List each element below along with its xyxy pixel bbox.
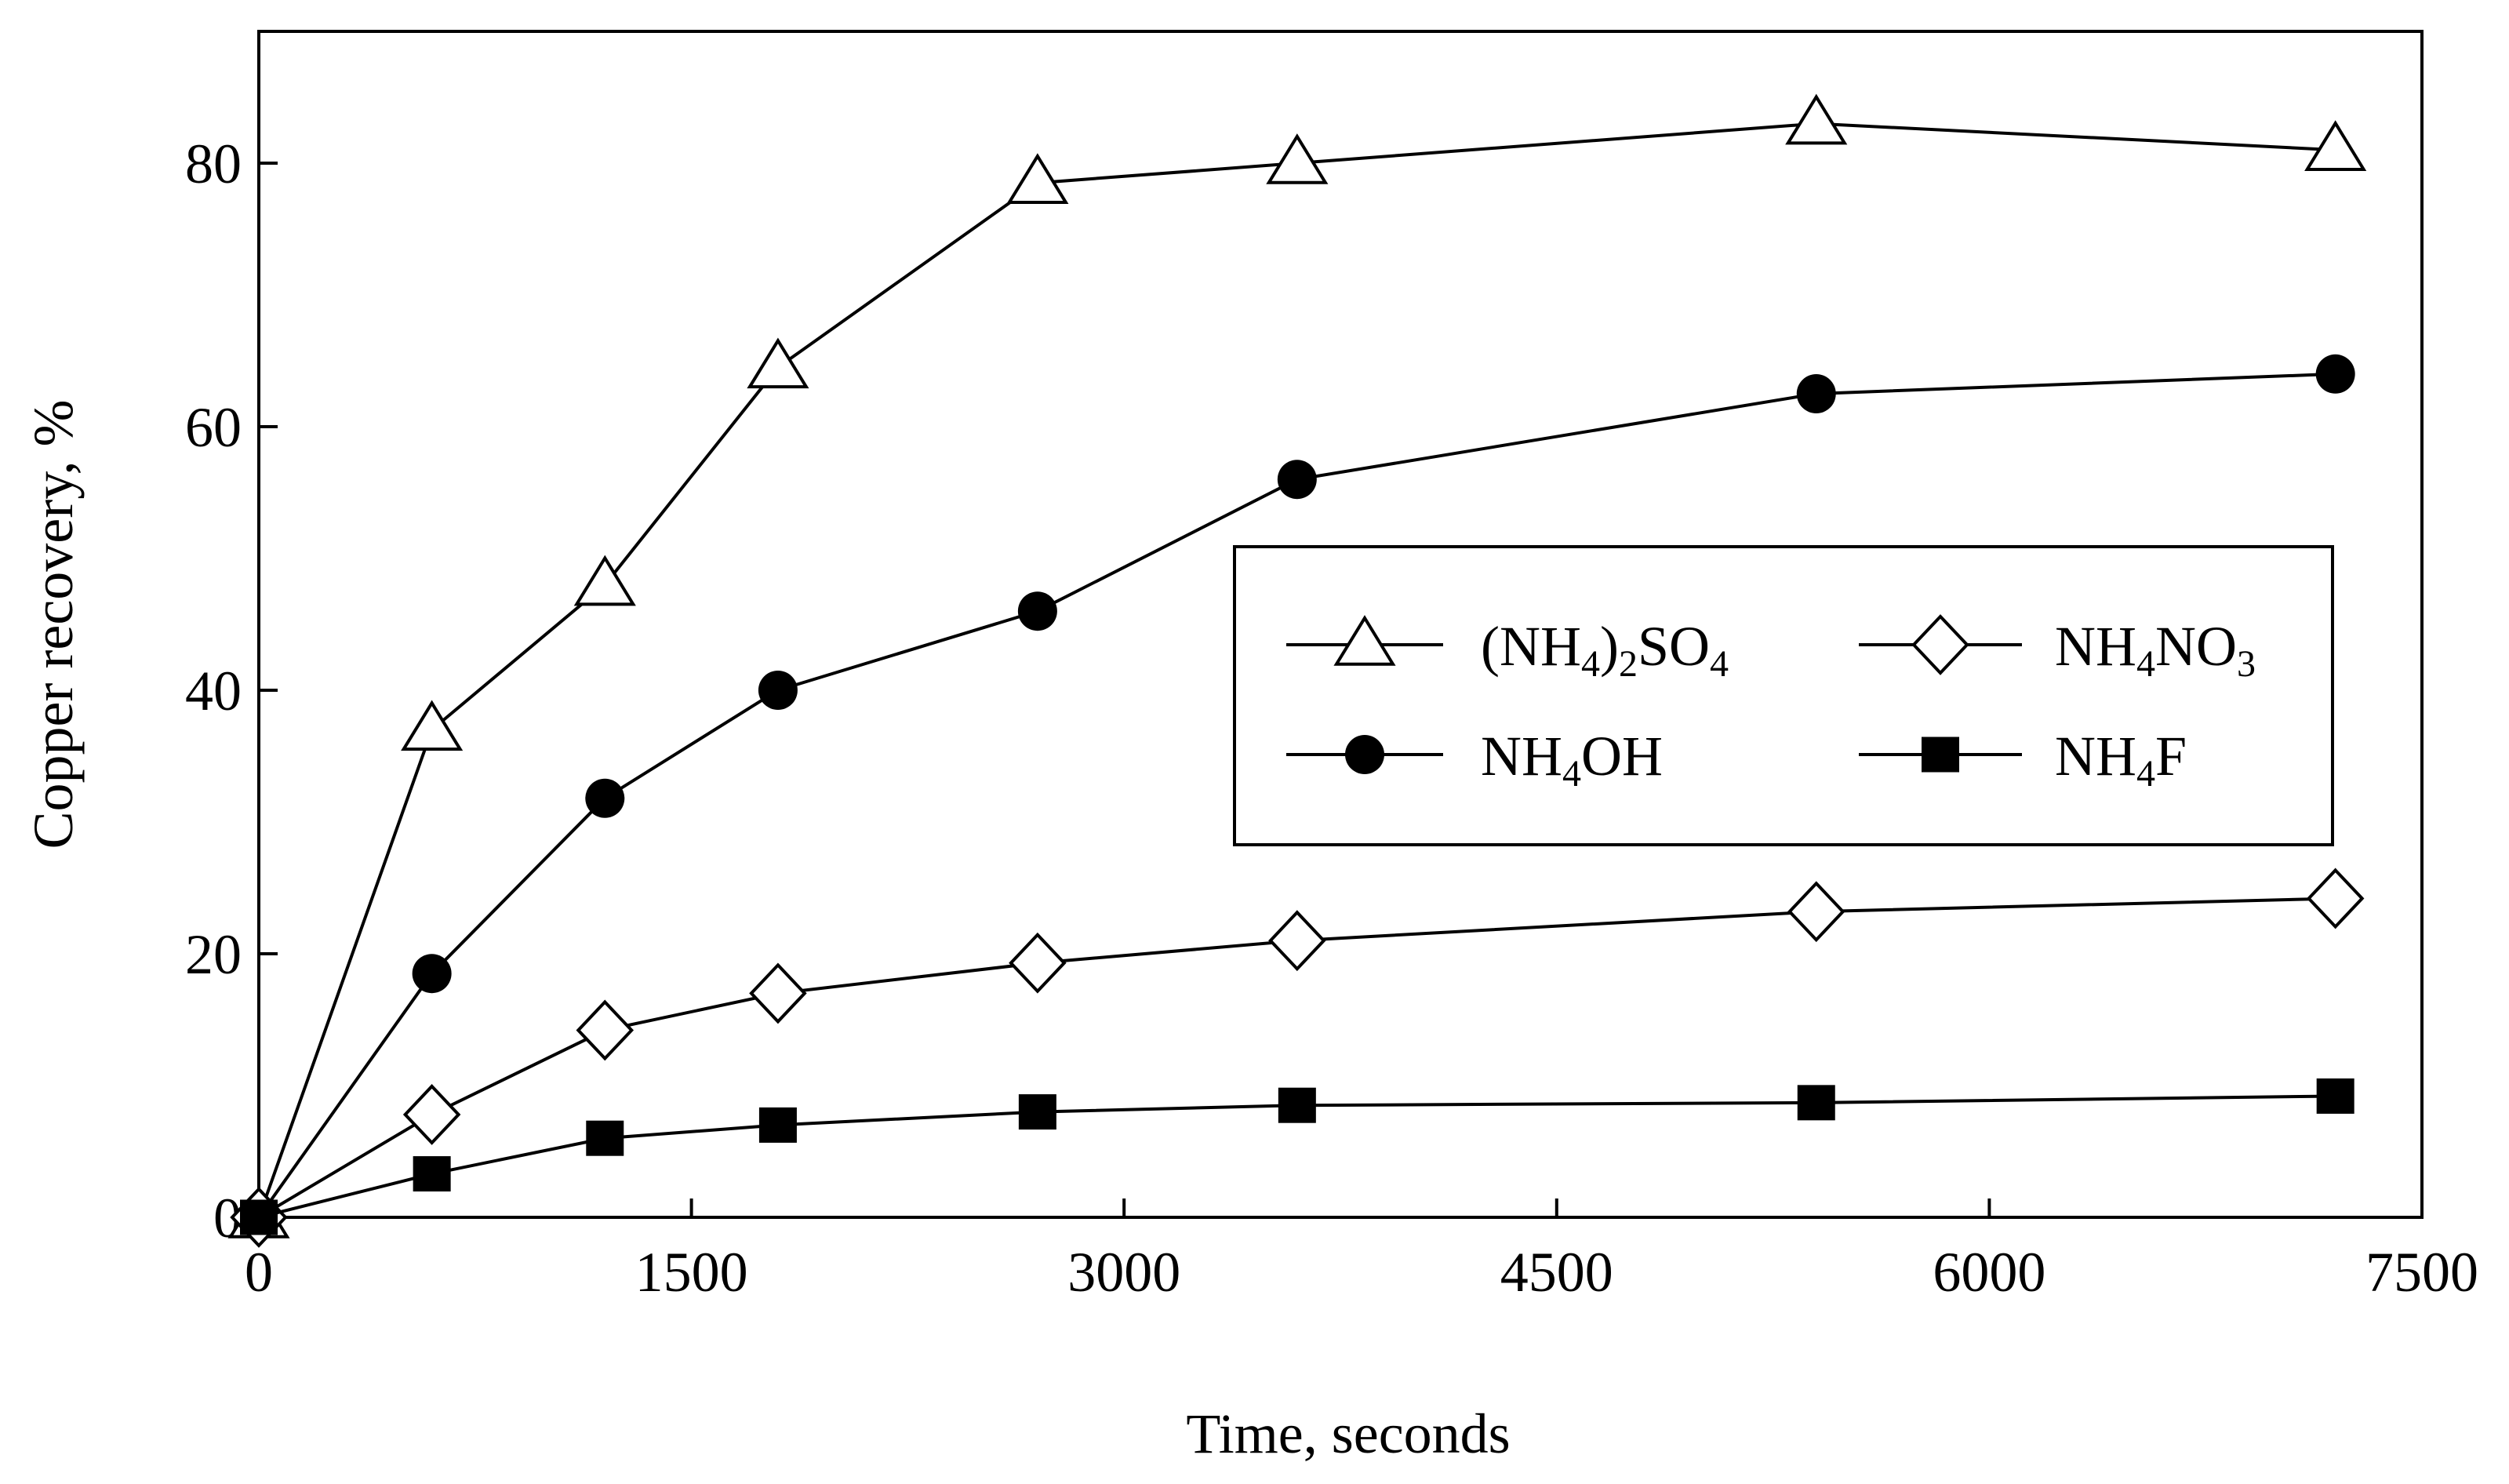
legend-label-nh4no3: NH4NO3 [2055, 615, 2256, 685]
data-point-nh4f [1278, 1087, 1316, 1123]
legend-marker-nh4oh [1345, 735, 1384, 774]
data-point-nh4no3 [1009, 932, 1067, 994]
legend-label-part: OH [1581, 725, 1663, 787]
data-point-nh4-2so4 [747, 337, 809, 389]
data-point-nh4f [2316, 1078, 2354, 1114]
data-point-nh4-2so4 [1006, 153, 1069, 204]
data-point-nh4no3 [402, 1084, 461, 1145]
legend-label-part: 4 [1581, 643, 1600, 685]
legend-box [1233, 545, 2334, 846]
data-point-nh4oh [2315, 354, 2355, 394]
x-tick-label: 3000 [1067, 1241, 1180, 1304]
data-point-nh4f [1797, 1085, 1835, 1121]
data-point-nh4f [758, 1107, 797, 1143]
data-point-nh4no3 [1787, 881, 1845, 943]
data-point-nh4f [1018, 1094, 1056, 1130]
data-point-nh4-2so4 [2304, 120, 2367, 171]
data-point-nh4f [413, 1156, 451, 1192]
legend-item-nh4no3: NH4NO3 [1859, 614, 2256, 685]
data-point-nh4-2so4 [1266, 133, 1329, 184]
legend-label-part: 4 [1710, 643, 1729, 685]
legend-label-part: NH [2055, 615, 2136, 678]
data-point-nh4f [240, 1199, 278, 1235]
data-point-nh4no3 [1268, 910, 1326, 972]
data-point-nh4oh [412, 954, 452, 994]
legend-label-part: ) [1600, 615, 1619, 678]
legend-label-part: SO [1638, 615, 1710, 678]
x-tick-label: 4500 [1500, 1241, 1613, 1304]
legend-item-nh4oh: NH4OH [1286, 725, 1663, 795]
data-point-nh4-2so4 [1785, 93, 1848, 145]
plot-frame [257, 30, 2424, 1219]
series-line-nh4-2so4 [257, 122, 2336, 1218]
legend-label-nh4-2so4: (NH4)2SO4 [1481, 615, 1729, 685]
x-tick-label: 1500 [635, 1241, 748, 1304]
data-point-nh4oh [1796, 374, 1836, 413]
series-line-nh4f [258, 1094, 2336, 1219]
legend-item-nh4-2so4: (NH4)2SO4 [1286, 615, 1729, 685]
x-tick-label: 7500 [2365, 1241, 2478, 1304]
legend-label-part: NO [2155, 615, 2237, 678]
legend-label-part: (NH [1481, 615, 1581, 678]
series-line-nh4no3 [257, 897, 2336, 1219]
data-point-nh4no3 [2306, 867, 2365, 929]
legend-item-nh4f: NH4F [1859, 725, 2187, 795]
legend-label-nh4oh: NH4OH [1481, 725, 1663, 795]
y-tick-label: 60 [185, 396, 242, 459]
legend-marker-nh4f [1922, 737, 1959, 773]
data-point-nh4-2so4 [573, 555, 636, 606]
data-point-nh4oh [1017, 591, 1057, 631]
legend-marker-nh4-2so4 [1333, 615, 1396, 666]
data-point-nh4oh [1277, 460, 1317, 500]
legend-label-nh4f: NH4F [2055, 725, 2187, 795]
legend-label-part: 3 [2237, 643, 2256, 685]
data-point-nh4oh [758, 671, 798, 710]
data-point-nh4no3 [576, 999, 635, 1061]
legend-label-part: 4 [1562, 753, 1581, 795]
y-tick-label: 20 [185, 923, 242, 986]
series-nh4no3 [230, 867, 2365, 1248]
data-point-nh4-2so4 [401, 700, 464, 751]
y-tick-label: 40 [185, 660, 242, 722]
series-nh4f [240, 1078, 2354, 1235]
legend-label-part: 2 [1619, 643, 1638, 685]
y-axis-title: Copper recovery, % [22, 399, 85, 849]
x-tick-label: 6000 [1933, 1241, 2045, 1304]
legend-label-part: F [2155, 725, 2187, 787]
legend-marker-nh4no3 [1911, 614, 1969, 675]
data-point-nh4f [586, 1120, 624, 1156]
legend-label-part: 4 [2136, 643, 2155, 685]
x-tick-label: 0 [245, 1241, 273, 1304]
legend-label-part: NH [1481, 725, 1562, 787]
series-line-nh4oh [257, 372, 2336, 1219]
legend-label-part: NH [2055, 725, 2136, 787]
legend-label-part: 4 [2136, 753, 2155, 795]
x-axis-title: Time, seconds [1186, 1402, 1510, 1465]
data-point-nh4oh [585, 778, 625, 818]
series-layer [227, 93, 2367, 1248]
series-nh4-2so4 [227, 93, 2367, 1238]
y-tick-label: 80 [185, 133, 242, 195]
data-point-nh4no3 [749, 962, 807, 1024]
